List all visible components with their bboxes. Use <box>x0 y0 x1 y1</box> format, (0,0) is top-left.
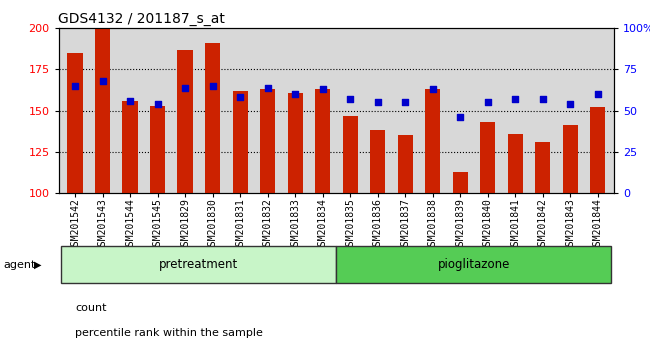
FancyBboxPatch shape <box>61 246 337 283</box>
Point <box>263 85 273 90</box>
Bar <box>535 142 551 193</box>
Point <box>235 95 245 100</box>
Point <box>593 91 603 97</box>
Text: agent: agent <box>3 259 36 270</box>
Point <box>455 114 465 120</box>
Point <box>125 98 135 104</box>
Text: pioglitazone: pioglitazone <box>437 258 510 271</box>
Point <box>538 96 548 102</box>
Point <box>400 99 410 105</box>
Bar <box>233 91 248 193</box>
Point <box>180 85 190 90</box>
Bar <box>398 135 413 193</box>
Bar <box>315 89 330 193</box>
Point <box>98 78 108 84</box>
Text: pretreatment: pretreatment <box>159 258 239 271</box>
Bar <box>95 28 110 193</box>
Text: ▶: ▶ <box>34 259 42 270</box>
Bar <box>260 89 275 193</box>
Bar <box>177 50 192 193</box>
Point <box>510 96 521 102</box>
Bar <box>452 172 468 193</box>
Point <box>290 91 300 97</box>
Bar <box>205 43 220 193</box>
Point <box>152 101 162 107</box>
Bar <box>425 89 440 193</box>
Point <box>372 99 383 105</box>
Text: count: count <box>75 303 107 313</box>
FancyBboxPatch shape <box>337 246 612 283</box>
Bar <box>480 122 495 193</box>
Point <box>482 99 493 105</box>
Bar <box>68 53 83 193</box>
Point <box>70 83 80 89</box>
Bar <box>508 134 523 193</box>
Bar <box>563 125 578 193</box>
Point <box>565 101 575 107</box>
Point <box>207 83 218 89</box>
Bar <box>287 92 303 193</box>
Bar <box>590 107 605 193</box>
Bar <box>370 130 385 193</box>
Point <box>345 96 356 102</box>
Bar <box>122 101 138 193</box>
Bar <box>343 115 358 193</box>
Text: percentile rank within the sample: percentile rank within the sample <box>75 328 263 338</box>
Point <box>317 86 328 92</box>
Text: GDS4132 / 201187_s_at: GDS4132 / 201187_s_at <box>58 12 226 27</box>
Point <box>428 86 438 92</box>
Bar <box>150 106 165 193</box>
